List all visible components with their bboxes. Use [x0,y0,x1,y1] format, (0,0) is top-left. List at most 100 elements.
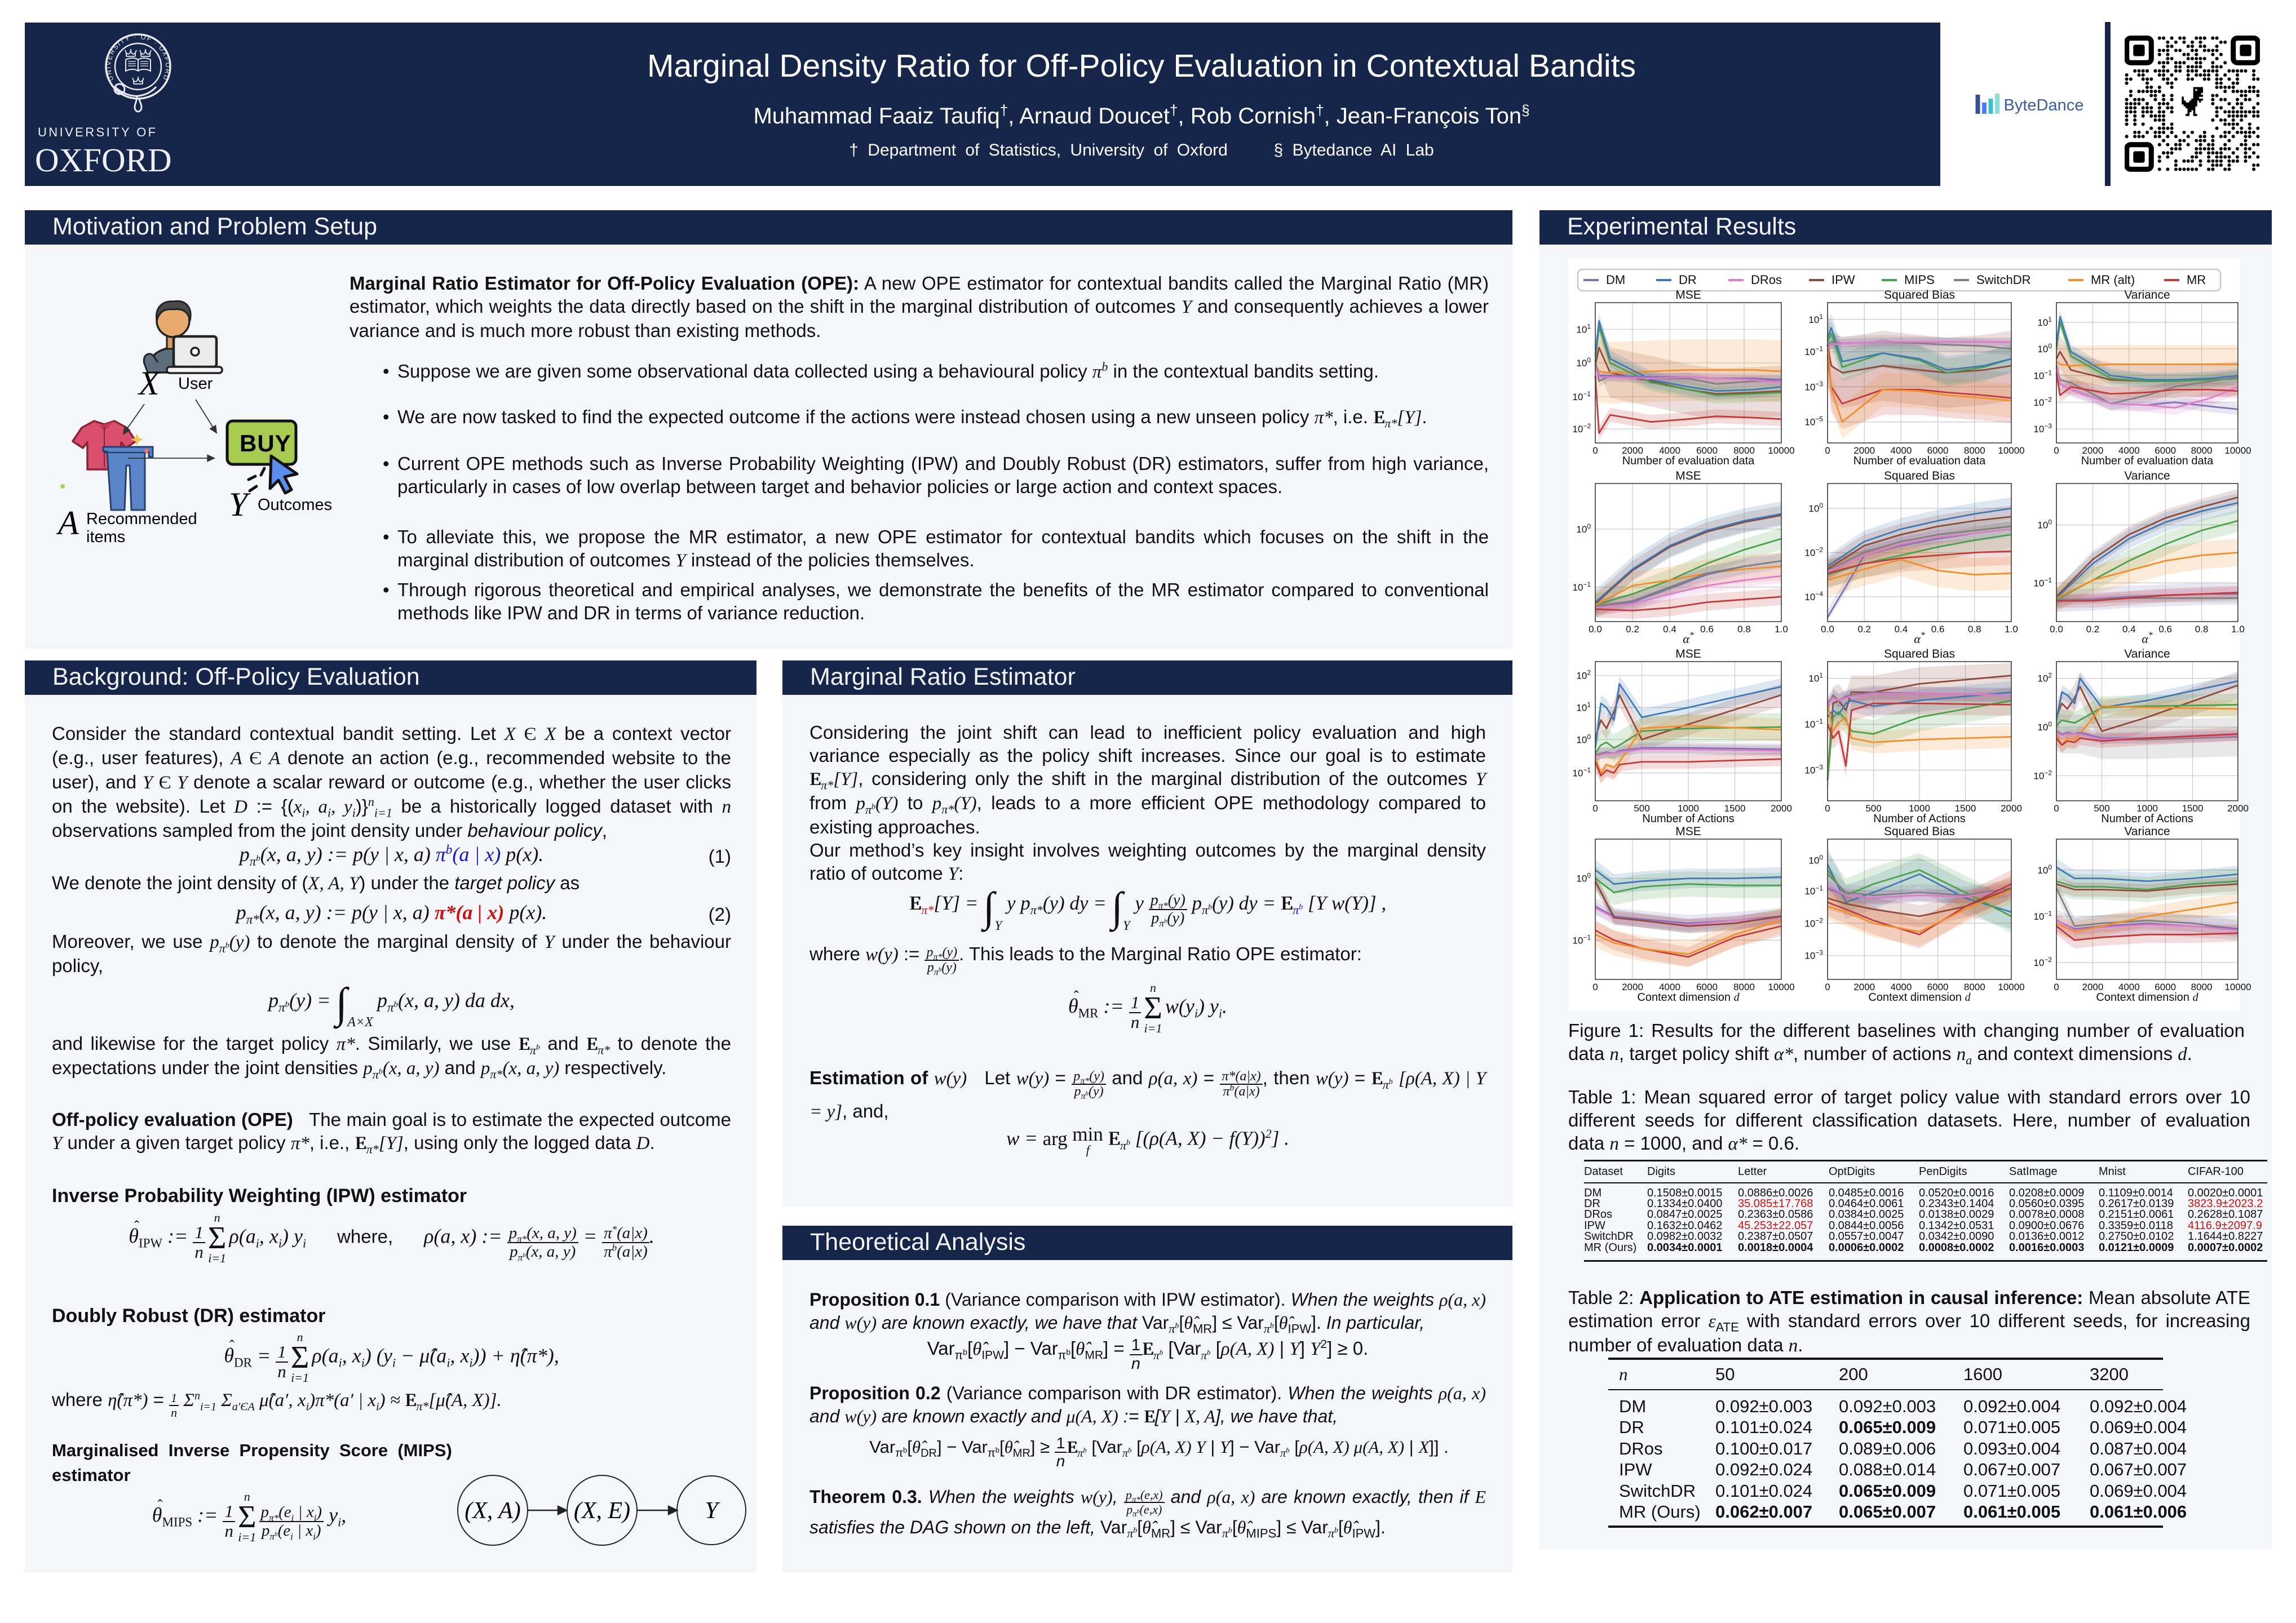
svg-text:2000: 2000 [2001,803,2022,814]
svg-text:6000: 6000 [1696,445,1718,456]
svg-text:0.0: 0.0 [2050,624,2063,635]
svg-text:Context dimension d: Context dimension d [2096,991,2198,1004]
svg-text:4000: 4000 [1890,445,1912,456]
svg-text:2000: 2000 [2082,982,2103,992]
svg-text:Number of Actions: Number of Actions [1873,813,1965,825]
svg-text:1500: 1500 [1955,803,1976,814]
svg-text:8000: 8000 [1733,445,1755,456]
svg-text:Number of evaluation data: Number of evaluation data [2081,455,2214,467]
svg-text:MSE: MSE [1675,648,1701,660]
svg-text:4000: 4000 [1659,982,1680,992]
svg-text:1500: 1500 [1724,803,1746,814]
svg-text:1000: 1000 [1678,803,1699,814]
svg-text:1.0: 1.0 [2231,624,2245,635]
svg-text:500: 500 [1634,803,1649,814]
svg-text:Squared Bias: Squared Bias [1884,469,1955,482]
svg-text:Y: Y [229,486,251,523]
svg-text:6000: 6000 [2155,982,2176,992]
svg-text:Squared Bias: Squared Bias [1884,648,1955,660]
svg-text:2000: 2000 [2082,445,2103,456]
svg-text:10000: 10000 [2224,445,2251,456]
svg-text:0.8: 0.8 [1737,624,1751,635]
svg-text:4000: 4000 [2118,445,2140,456]
svg-text:0.2: 0.2 [1626,624,1639,635]
svg-text:User: User [178,375,213,393]
svg-text:SwitchDR: SwitchDR [1976,273,2031,287]
svg-text:DRos: DRos [1751,273,1782,287]
svg-text:0.4: 0.4 [1895,624,1908,635]
svg-text:10000: 10000 [1998,982,2024,992]
svg-text:0.8: 0.8 [1968,624,1981,635]
svg-text:Context dimension d: Context dimension d [1868,991,1971,1004]
svg-text:500: 500 [2094,803,2109,814]
svg-text:6000: 6000 [1696,982,1718,992]
svg-text:2000: 2000 [1622,445,1643,456]
svg-text:DM: DM [1606,273,1625,287]
svg-text:0: 0 [2054,803,2059,814]
svg-text:(X, E): (X, E) [574,1498,630,1524]
svg-text:0: 0 [1825,803,1830,814]
svg-text:MR (alt): MR (alt) [2091,273,2135,287]
svg-text:0.6: 0.6 [1931,624,1945,635]
svg-text:6000: 6000 [1927,445,1949,456]
svg-text:Number of Actions: Number of Actions [2101,813,2193,825]
svg-text:MSE: MSE [1675,469,1701,482]
svg-text:Outcomes: Outcomes [258,496,332,514]
svg-text:0: 0 [1592,982,1598,992]
svg-text:Context dimension d: Context dimension d [1637,991,1740,1004]
svg-text:0: 0 [1592,803,1598,814]
svg-text:0.0: 0.0 [1589,624,1602,635]
svg-text:6000: 6000 [2155,445,2176,456]
svg-text:0.2: 0.2 [1857,624,1871,635]
svg-text:items: items [86,528,125,546]
svg-text:10000: 10000 [2224,982,2251,992]
svg-text:1500: 1500 [2182,803,2204,814]
svg-text:1000: 1000 [2136,803,2158,814]
svg-text:X: X [138,365,161,402]
svg-text:6000: 6000 [1927,982,1949,992]
svg-text:8000: 8000 [2191,982,2213,992]
svg-text:Squared Bias: Squared Bias [1884,825,1955,838]
svg-text:10000: 10000 [1768,445,1794,456]
svg-text:MSE: MSE [1675,825,1701,838]
svg-text:DR: DR [1679,273,1697,287]
svg-text:2000: 2000 [1853,982,1875,992]
svg-text:0.0: 0.0 [1821,624,1834,635]
svg-text:0: 0 [1825,445,1830,456]
svg-text:1000: 1000 [1909,803,1930,814]
svg-text:4000: 4000 [1659,445,1680,456]
svg-text:Recommended: Recommended [86,510,197,528]
svg-text:0.6: 0.6 [1700,624,1714,635]
svg-text:A: A [56,504,79,542]
svg-text:0.4: 0.4 [1663,624,1676,635]
svg-text:Number of evaluation data: Number of evaluation data [1622,455,1755,467]
svg-text:MIPS: MIPS [1904,273,1935,287]
svg-text:BUY: BUY [240,430,291,456]
svg-text:Variance: Variance [2124,289,2170,301]
svg-text:1.0: 1.0 [1775,624,1788,635]
svg-text:0: 0 [2054,445,2059,456]
svg-text:Number of evaluation data: Number of evaluation data [1853,455,1986,467]
svg-text:4000: 4000 [2118,982,2140,992]
svg-text:0.8: 0.8 [2195,624,2209,635]
svg-text:Squared Bias: Squared Bias [1884,289,1955,301]
svg-text:MR: MR [2187,273,2206,287]
svg-text:8000: 8000 [1964,982,1985,992]
svg-text:2000: 2000 [1771,803,1792,814]
svg-text:Variance: Variance [2124,825,2170,838]
svg-text:0.6: 0.6 [2158,624,2172,635]
svg-text:8000: 8000 [2191,445,2213,456]
svg-text:Variance: Variance [2124,648,2170,660]
svg-text:ByteDance: ByteDance [2004,96,2084,114]
svg-text:500: 500 [1865,803,1881,814]
svg-text:8000: 8000 [1964,445,1985,456]
svg-text:0: 0 [1592,445,1598,456]
svg-text:IPW: IPW [1832,273,1855,287]
svg-text:2000: 2000 [1622,982,1643,992]
svg-text:Y: Y [705,1498,720,1524]
svg-text:10000: 10000 [1998,445,2024,456]
svg-text:8000: 8000 [1733,982,1755,992]
svg-text:1.0: 1.0 [2005,624,2018,635]
svg-text:0: 0 [1825,982,1830,992]
svg-text:0: 0 [2054,982,2059,992]
